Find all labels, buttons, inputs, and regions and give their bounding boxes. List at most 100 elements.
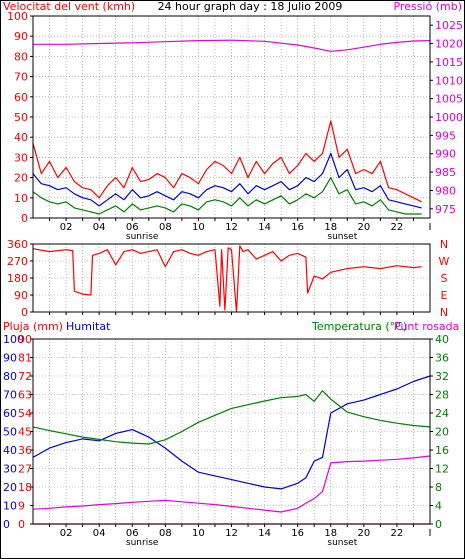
y-tick-label-right: 24 xyxy=(435,407,449,420)
x-event-label: sunset xyxy=(327,538,357,548)
x-tick-label: 22 xyxy=(391,222,404,233)
x-tick-label: 06 xyxy=(126,222,139,233)
y-tick-label-right: 1010 xyxy=(435,74,463,87)
y-tick-label-left: 50 xyxy=(3,426,17,439)
plot-frame xyxy=(32,338,431,525)
y-tick-label-rain: 54 xyxy=(18,407,32,420)
y-tick-label-right: 990 xyxy=(435,148,456,161)
x-tick-label: 20 xyxy=(357,528,370,539)
y-tick-label-rain: 0 xyxy=(18,518,25,531)
y-tick-label-left: 20 xyxy=(14,172,28,185)
x-tick-label: I xyxy=(429,222,432,233)
y-tick-label-left: 0 xyxy=(21,212,28,225)
y-tick-label-right: 12 xyxy=(435,463,449,476)
compass-label: N xyxy=(440,306,448,319)
right-axis-title: Pressió (mb) xyxy=(393,0,462,13)
x-tick-label: 04 xyxy=(93,528,106,539)
y-tick-label-right: 1015 xyxy=(435,56,463,69)
y-tick-label-left: 100 xyxy=(3,333,24,346)
y-tick-label-right: 1000 xyxy=(435,111,463,124)
x-tick-label: 14 xyxy=(258,222,271,233)
series-pressure xyxy=(33,39,431,52)
compass-label: S xyxy=(441,272,448,285)
x-tick-label: 04 xyxy=(93,222,106,233)
y-tick-label-right: 1005 xyxy=(435,93,463,106)
y-tick-label-right: 1020 xyxy=(435,38,463,51)
y-tick-label-rain: 9 xyxy=(18,500,25,513)
x-tick-label: 18 xyxy=(324,528,337,539)
series-gust xyxy=(32,120,422,203)
y-tick-label-left: 80 xyxy=(14,50,28,63)
y-tick-label-rain: 81 xyxy=(18,352,32,365)
y-tick-label-right: 985 xyxy=(435,166,456,179)
x-tick-label: 08 xyxy=(159,222,172,233)
x-event-label: sunrise xyxy=(126,232,159,242)
x-tick-label: 10 xyxy=(192,528,205,539)
plot-frame xyxy=(32,15,431,219)
y-tick-label-rain: 63 xyxy=(18,389,32,402)
series-temperature xyxy=(32,390,431,445)
y-tick-label-left: 90 xyxy=(3,352,17,365)
dewpoint-axis-title: Punt rosada xyxy=(394,320,459,333)
x-tick-label: 12 xyxy=(225,222,238,233)
y-tick-label-rain: 90 xyxy=(18,333,32,346)
x-tick-label: 16 xyxy=(291,528,304,539)
y-tick-label-left: 10 xyxy=(3,500,17,513)
y-tick-label-right: 28 xyxy=(435,389,449,402)
series-humidity xyxy=(32,375,431,490)
y-tick-label-right: 0 xyxy=(435,518,442,531)
y-tick-label-left: 100 xyxy=(7,10,28,23)
y-tick-label-right: 8 xyxy=(435,481,442,494)
y-tick-label-left: 360 xyxy=(7,238,28,251)
y-tick-label-left: 80 xyxy=(3,370,17,383)
x-tick-label: 06 xyxy=(126,528,139,539)
panel-rain_humidity_temp xyxy=(30,338,433,527)
series-minimum xyxy=(32,177,422,215)
series-direction xyxy=(32,245,422,313)
x-tick-label: 18 xyxy=(324,222,337,233)
y-tick-label-left: 50 xyxy=(14,111,28,124)
x-tick-label: I xyxy=(429,528,432,539)
x-tick-label: 20 xyxy=(357,222,370,233)
y-tick-label-left: 10 xyxy=(14,192,28,205)
series-average xyxy=(32,152,422,209)
y-tick-label-left: 0 xyxy=(3,518,10,531)
y-tick-label-right: 975 xyxy=(435,203,456,216)
y-tick-label-rain: 36 xyxy=(18,444,32,457)
y-tick-label-rain: 72 xyxy=(18,370,32,383)
left-axis-title: Velocitat del vent (kmh) xyxy=(3,0,135,13)
y-tick-label-right: 36 xyxy=(435,352,449,365)
x-tick-label: 14 xyxy=(258,528,271,539)
y-tick-label-left: 0 xyxy=(21,306,28,319)
y-tick-label-left: 270 xyxy=(7,255,28,268)
x-tick-label: 16 xyxy=(291,222,304,233)
y-tick-label-left: 60 xyxy=(3,407,17,420)
compass-label: N xyxy=(440,238,448,251)
x-tick-label: 02 xyxy=(60,222,73,233)
y-tick-label-right: 16 xyxy=(435,444,449,457)
compass-label: E xyxy=(441,289,448,302)
plot-frame xyxy=(32,243,431,313)
x-event-label: sunset xyxy=(327,232,357,242)
y-tick-label-right: 995 xyxy=(435,129,456,142)
y-tick-label-left: 90 xyxy=(14,289,28,302)
x-tick-label: 02 xyxy=(60,528,73,539)
x-tick-label: 10 xyxy=(192,222,205,233)
y-tick-label-right: 4 xyxy=(435,500,442,513)
y-tick-label-left: 180 xyxy=(7,272,28,285)
x-event-label: sunrise xyxy=(126,538,159,548)
y-tick-label-right: 32 xyxy=(435,370,449,383)
y-tick-label-left: 40 xyxy=(3,444,17,457)
chart-title: 24 hour graph day : 18 Julio 2009 xyxy=(158,0,343,13)
x-tick-label: 22 xyxy=(391,528,404,539)
humidity-axis-title: Humitat xyxy=(66,320,111,333)
y-tick-label-left: 70 xyxy=(14,71,28,84)
y-tick-label-rain: 45 xyxy=(18,426,32,439)
y-tick-label-right: 20 xyxy=(435,426,449,439)
y-tick-label-left: 70 xyxy=(3,389,17,402)
y-tick-label-left: 40 xyxy=(14,131,28,144)
y-tick-label-right: 980 xyxy=(435,184,456,197)
y-tick-label-left: 90 xyxy=(14,30,28,43)
y-tick-label-rain: 27 xyxy=(18,463,32,476)
